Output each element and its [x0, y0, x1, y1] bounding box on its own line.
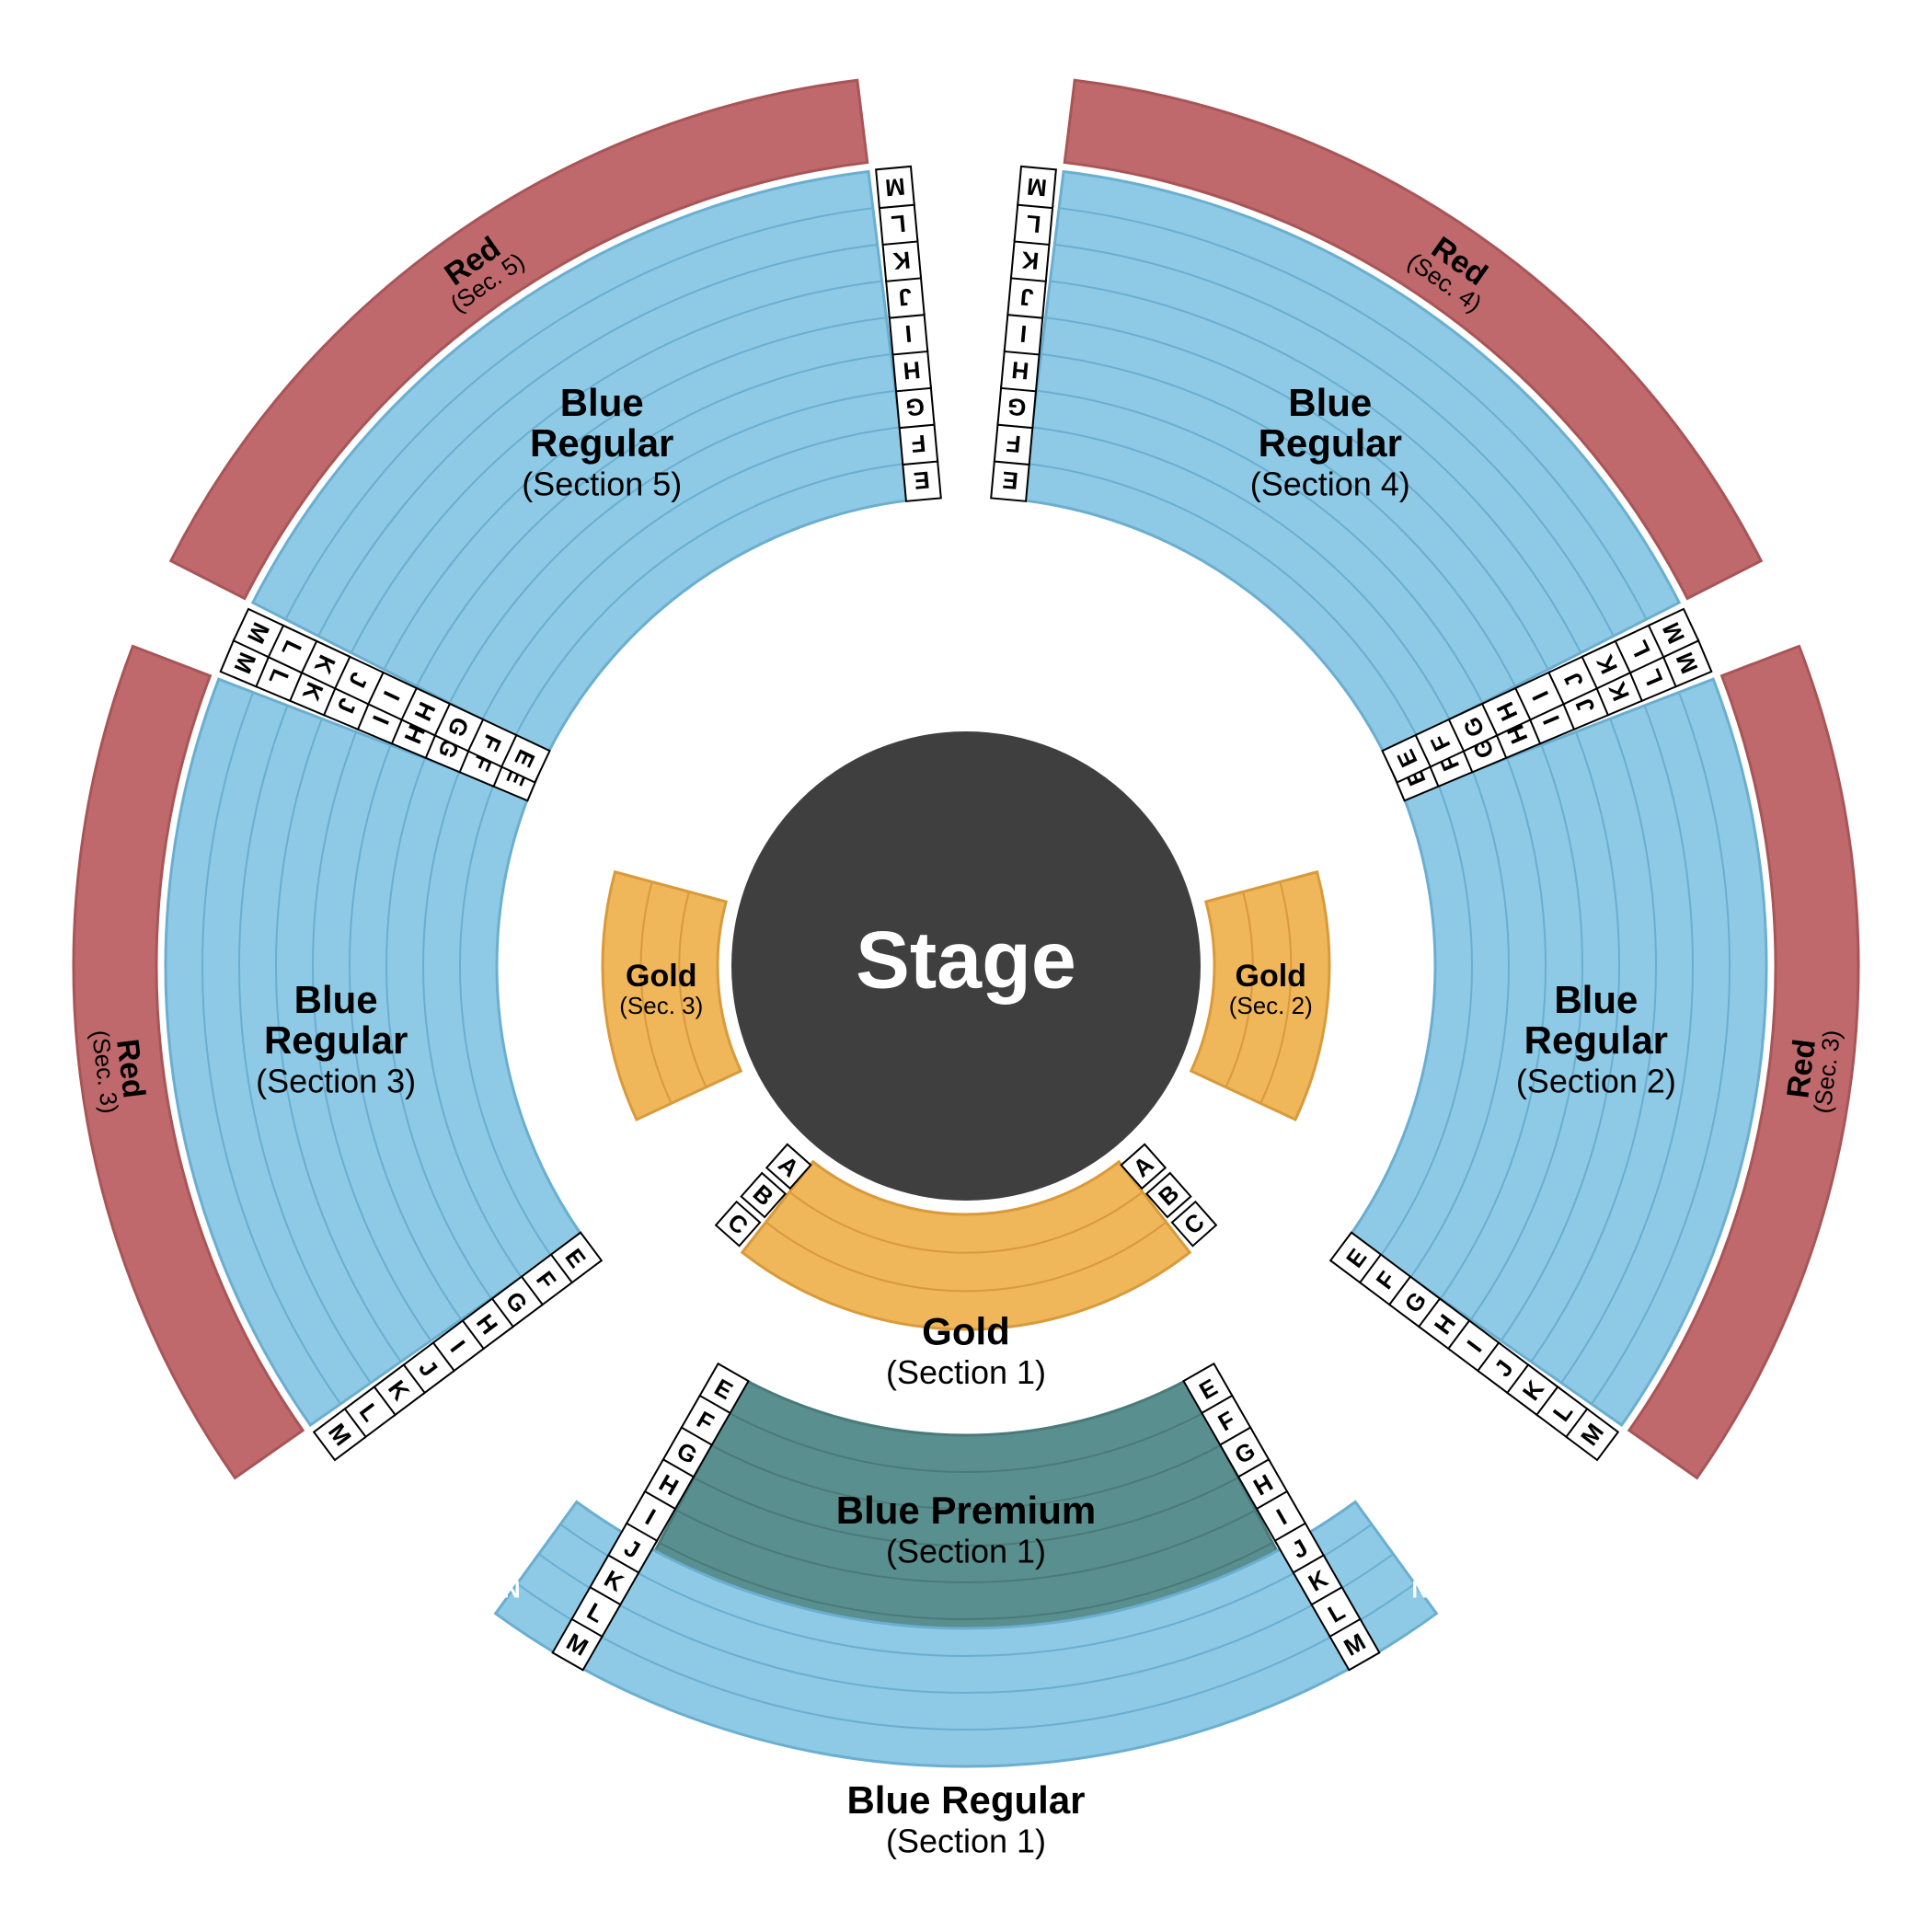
blue-label-main2-4: Regular — [1259, 421, 1402, 465]
svg-text:M: M — [1026, 173, 1048, 202]
svg-text:N: N — [167, 620, 199, 647]
blue-label-main2-5: Regular — [530, 421, 673, 465]
row-label-box: I — [890, 313, 928, 354]
svg-text:L: L — [1025, 210, 1042, 238]
svg-text:G: G — [904, 393, 926, 422]
seating-chart: StageGold(Section 1)ABCABCGold(Sec. 2)Go… — [0, 0, 1932, 1932]
premium-label-main: Blue Premium — [836, 1489, 1096, 1532]
svg-text:H: H — [902, 356, 921, 385]
stage-label: Stage — [856, 914, 1076, 1005]
blue-label-main2-2: Regular — [1524, 1018, 1668, 1062]
row-label-box: N — [270, 1463, 303, 1493]
svg-text:K: K — [891, 247, 912, 276]
row-label-box: N — [1030, 104, 1050, 133]
row-label-box: N — [882, 104, 902, 133]
blue-label-main-3: Blue — [294, 978, 378, 1021]
blue-label-main-5: Blue — [560, 381, 644, 424]
blue-label-main-2: Blue — [1554, 978, 1638, 1021]
blue-label-main-4: Blue — [1288, 381, 1372, 424]
blue-label-main2-3: Regular — [264, 1018, 408, 1062]
svg-text:N: N — [1721, 592, 1754, 620]
gold-label-sub: (Section 1) — [886, 1353, 1046, 1391]
svg-text:N: N — [1733, 620, 1765, 647]
blue-label-sub-5: (Section 5) — [522, 465, 682, 502]
row-label-box: N — [178, 592, 211, 620]
svg-text:L: L — [890, 210, 907, 238]
row-label-box: N — [1629, 1463, 1662, 1493]
blue-label-sub-2: (Section 2) — [1516, 1063, 1676, 1100]
row-label-box: M — [876, 167, 914, 208]
row-label-box: H — [892, 350, 931, 391]
svg-text:N: N — [882, 104, 902, 133]
gold-label-sub: (Sec. 2) — [1229, 992, 1313, 1019]
regular1-label-sub: (Section 1) — [886, 1823, 1046, 1860]
row-n-label: N — [503, 1575, 521, 1603]
gold-label-sub: (Sec. 3) — [619, 992, 703, 1019]
svg-text:N: N — [1030, 104, 1050, 133]
svg-text:J: J — [1019, 283, 1035, 312]
gold-label-main: Gold — [922, 1310, 1010, 1353]
svg-text:F: F — [1005, 430, 1022, 458]
svg-text:N: N — [178, 592, 211, 620]
row-label-box: E — [991, 460, 1029, 501]
row-n-label: N — [1411, 1575, 1429, 1603]
blue-label-sub-3: (Section 3) — [256, 1063, 416, 1100]
svg-text:F: F — [910, 430, 927, 458]
row-label-box: J — [1007, 276, 1046, 317]
svg-text:K: K — [1020, 246, 1041, 275]
row-label-box: N — [1721, 592, 1754, 620]
row-label-box: K — [1011, 240, 1050, 282]
row-label-box: F — [900, 423, 938, 465]
gold-label-main: Gold — [1236, 959, 1306, 994]
row-label-box: J — [886, 276, 925, 317]
row-label-box: K — [882, 240, 921, 282]
blue-label-sub-4: (Section 4) — [1250, 465, 1410, 502]
regular1-label-main: Blue Regular — [846, 1778, 1085, 1822]
row-label-box: N — [167, 620, 199, 647]
svg-text:H: H — [1010, 356, 1029, 385]
row-label-box: I — [1005, 313, 1043, 354]
svg-text:E: E — [913, 466, 931, 495]
row-label-box: L — [880, 203, 918, 245]
row-label-box: G — [997, 386, 1036, 428]
premium-label-sub: (Section 1) — [886, 1533, 1046, 1570]
svg-text:N: N — [1629, 1463, 1662, 1493]
row-label-box: H — [1001, 350, 1040, 391]
gold-label-main: Gold — [626, 959, 696, 994]
svg-text:G: G — [1006, 393, 1028, 422]
row-label-box: E — [903, 460, 941, 501]
row-label-box: M — [1018, 167, 1056, 208]
svg-text:M: M — [884, 173, 906, 202]
svg-text:J: J — [897, 283, 913, 312]
row-label-box: L — [1015, 203, 1053, 245]
row-label-box: G — [896, 386, 935, 428]
svg-text:E: E — [1001, 466, 1019, 495]
svg-text:N: N — [270, 1463, 303, 1493]
row-label-box: N — [1733, 620, 1765, 647]
row-label-box: F — [995, 423, 1033, 465]
